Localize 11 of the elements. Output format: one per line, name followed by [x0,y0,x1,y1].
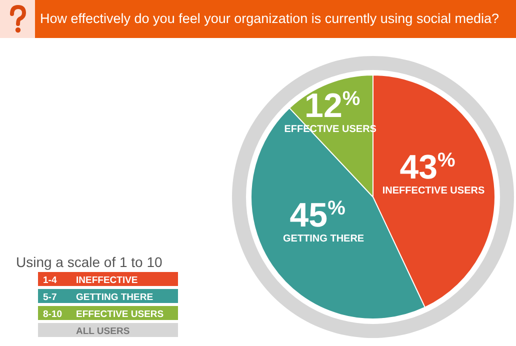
text: INEFFECTIVE USERS [382,186,485,197]
data-label: 12$^{%}$ [304,87,360,126]
category-label: 1-4 INEFFECTIVE [43,275,138,286]
data-label: 43$^{%}$ [400,148,456,187]
chart-title: How effectively do you feel your organization is currently using social media? [40,11,499,26]
category-label: 5-7 GETTING THERE [43,292,154,303]
data-label: 45$^{%}$ [290,196,346,234]
category-label: 8-10 EFFECTIVE USERS [43,309,164,320]
text: GETTING THERE [282,233,364,244]
category-label: ALL USERS [76,326,130,337]
legend-title: Using a scale of 1 to 10 [16,254,163,270]
